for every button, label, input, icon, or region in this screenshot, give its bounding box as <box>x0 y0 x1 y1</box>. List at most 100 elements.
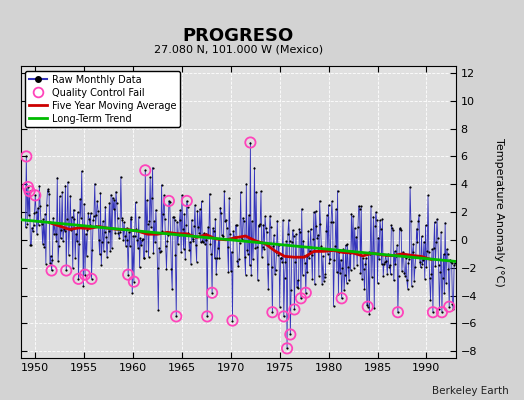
Point <box>249 256 257 262</box>
Point <box>98 238 106 245</box>
Point <box>292 231 300 238</box>
Point <box>248 218 256 225</box>
Point <box>217 232 226 238</box>
Point <box>129 278 138 285</box>
Point <box>154 307 162 313</box>
Point <box>38 240 47 247</box>
Point <box>158 228 167 234</box>
Point <box>411 264 419 270</box>
Point <box>221 218 230 225</box>
Point <box>270 232 278 238</box>
Point <box>91 180 99 187</box>
Point <box>68 214 76 220</box>
Point <box>401 272 409 279</box>
Point <box>146 174 155 180</box>
Point <box>149 250 158 256</box>
Point <box>216 204 224 211</box>
Point <box>427 271 435 277</box>
Point <box>346 266 355 273</box>
Point <box>157 182 166 188</box>
Point <box>95 251 104 258</box>
Point <box>120 219 128 226</box>
Point <box>380 259 389 266</box>
Point <box>351 225 359 231</box>
Point <box>227 248 236 255</box>
Point <box>70 216 79 222</box>
Point <box>424 192 432 198</box>
Point <box>45 190 53 197</box>
Point <box>203 313 211 320</box>
Point <box>275 242 283 248</box>
Point <box>294 285 303 291</box>
Point <box>302 290 310 296</box>
Point <box>264 286 272 292</box>
Text: Berkeley Earth: Berkeley Earth <box>432 386 508 396</box>
Point <box>369 214 378 220</box>
Point <box>135 214 143 220</box>
Point <box>222 216 230 223</box>
Point <box>22 153 30 160</box>
Point <box>56 193 64 200</box>
Point <box>129 233 137 239</box>
Point <box>273 218 281 224</box>
Point <box>307 226 315 232</box>
Point <box>66 193 74 199</box>
Point <box>201 241 209 247</box>
Point <box>398 268 406 275</box>
Point <box>97 262 105 268</box>
Point <box>329 303 337 309</box>
Point <box>92 212 101 218</box>
Point <box>302 253 311 259</box>
Point <box>267 224 275 230</box>
Point <box>95 236 103 243</box>
Point <box>299 238 308 244</box>
Point <box>53 174 61 181</box>
Point <box>177 249 185 255</box>
Point <box>268 309 277 316</box>
Point <box>434 262 443 268</box>
Point <box>34 205 42 211</box>
Point <box>450 262 458 268</box>
Point <box>193 208 202 214</box>
Point <box>336 270 344 276</box>
Point <box>329 219 337 225</box>
Point <box>430 219 439 225</box>
Point <box>63 216 71 222</box>
Point <box>94 208 102 214</box>
Point <box>448 301 456 307</box>
Point <box>142 247 150 254</box>
Point <box>238 236 246 242</box>
Point <box>35 183 43 189</box>
Point <box>368 250 377 256</box>
Point <box>402 277 411 284</box>
Point <box>315 198 324 204</box>
Point <box>431 263 440 270</box>
Point <box>208 290 216 296</box>
Point <box>144 254 152 260</box>
Point <box>425 275 434 281</box>
Point <box>445 304 453 310</box>
Point <box>226 231 234 238</box>
Title: PROGRESO: PROGRESO <box>182 27 294 45</box>
Point <box>410 278 418 284</box>
Point <box>288 239 296 245</box>
Point <box>292 284 301 290</box>
Point <box>31 192 39 198</box>
Text: 27.080 N, 101.000 W (Mexico): 27.080 N, 101.000 W (Mexico) <box>154 44 323 54</box>
Point <box>187 260 195 267</box>
Point <box>377 261 386 268</box>
Point <box>24 184 32 190</box>
Point <box>432 239 440 246</box>
Point <box>244 251 252 257</box>
Point <box>47 267 56 274</box>
Point <box>303 268 312 275</box>
Point <box>232 222 241 228</box>
Point <box>178 192 186 198</box>
Point <box>320 274 329 280</box>
Point <box>137 242 145 248</box>
Point <box>183 198 191 204</box>
Point <box>332 206 340 212</box>
Point <box>314 232 322 238</box>
Point <box>38 220 46 227</box>
Point <box>266 213 274 219</box>
